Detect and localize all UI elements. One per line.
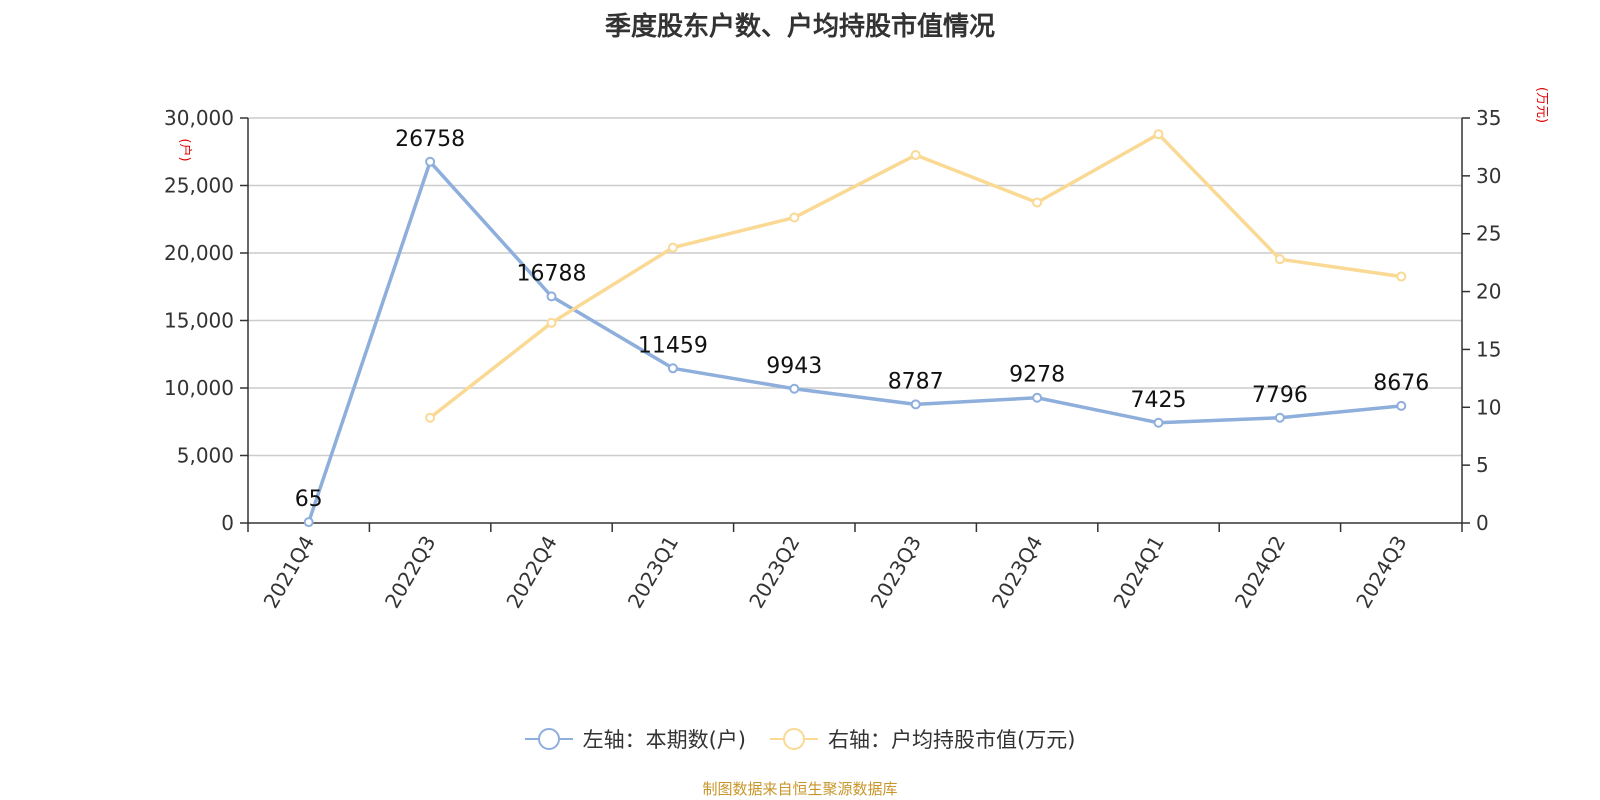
chart-canvas: 0 5,000 10,000 15,000 20,000 25,000 30,000 0 5 10… xyxy=(164,87,1549,613)
data-label: 7425 xyxy=(1131,388,1187,413)
data-point-left xyxy=(1153,417,1164,428)
right-tick-label: 20 xyxy=(1476,280,1501,304)
right-axis-unit: (万元) xyxy=(1534,87,1549,123)
data-label: 65 xyxy=(295,487,323,512)
data-point-left xyxy=(425,156,436,167)
data-label: 8787 xyxy=(888,369,944,394)
legend-marker-left-icon xyxy=(524,728,573,750)
data-point-left xyxy=(789,383,800,394)
x-tick-label: 2023Q4 xyxy=(987,532,1047,613)
right-tick-label: 30 xyxy=(1476,164,1501,188)
x-tick-label: 2024Q1 xyxy=(1108,532,1168,613)
data-label: 9943 xyxy=(766,354,822,379)
right-tick-label: 15 xyxy=(1476,337,1501,361)
x-tick-label: 2023Q3 xyxy=(866,532,926,613)
data-point-left xyxy=(1032,392,1043,403)
left-tick-label: 15,000 xyxy=(164,309,234,333)
data-point-right xyxy=(425,412,436,423)
data-point-left xyxy=(303,517,314,528)
source-note: 制图数据来自恒生聚源数据库 xyxy=(702,780,898,798)
data-point-left xyxy=(667,363,678,374)
data-point-right xyxy=(546,317,557,328)
legend-label-right: 右轴：户均持股市值(万元) xyxy=(828,728,1076,752)
x-tick-label: 2023Q2 xyxy=(744,532,804,613)
data-label: 16788 xyxy=(517,261,587,286)
legend-item-right[interactable]: 右轴：户均持股市值(万元) xyxy=(770,724,1075,754)
left-tick-label: 20,000 xyxy=(164,241,234,265)
data-point-right xyxy=(1274,254,1285,265)
data-point-right xyxy=(910,150,921,161)
data-point-right xyxy=(789,212,800,223)
right-tick-label: 35 xyxy=(1476,106,1501,130)
left-tick-label: 30,000 xyxy=(164,106,234,130)
right-tick-label: 10 xyxy=(1476,395,1501,419)
data-point-left xyxy=(1396,400,1407,411)
series-line-left xyxy=(307,160,1402,523)
x-tick-label: 2022Q3 xyxy=(380,532,440,613)
x-tick-label: 2024Q3 xyxy=(1351,532,1411,613)
legend: 左轴：本期数(户) 右轴：户均持股市值(万元) xyxy=(0,724,1600,754)
data-point-left xyxy=(1274,412,1285,423)
data-label: 9278 xyxy=(1009,363,1065,388)
right-tick-label: 0 xyxy=(1476,511,1489,535)
left-tick-label: 0 xyxy=(221,511,234,535)
x-tick-label: 2022Q4 xyxy=(501,532,561,613)
left-tick-label: 10,000 xyxy=(164,376,234,400)
x-tick-label: 2024Q2 xyxy=(1230,532,1290,613)
left-tick-label: 5,000 xyxy=(177,444,234,468)
x-tick-label: 2023Q1 xyxy=(623,532,683,613)
legend-label-left: 左轴：本期数(户) xyxy=(582,728,746,752)
data-label: 26758 xyxy=(395,127,465,152)
data-point-right xyxy=(1396,271,1407,282)
data-label: 11459 xyxy=(638,333,708,358)
data-point-left xyxy=(910,399,921,410)
right-tick-label: 25 xyxy=(1476,222,1501,246)
legend-item-left[interactable]: 左轴：本期数(户) xyxy=(524,724,746,754)
right-tick-label: 5 xyxy=(1476,453,1489,477)
data-point-right xyxy=(667,242,678,253)
legend-marker-right-icon xyxy=(770,728,818,750)
left-tick-label: 25,000 xyxy=(164,174,234,198)
data-point-right xyxy=(1153,129,1164,140)
chart-title: 季度股东户数、户均持股市值情况 xyxy=(604,12,995,42)
data-label: 8676 xyxy=(1373,371,1429,396)
x-tick-label: 2021Q4 xyxy=(259,532,319,613)
data-point-right xyxy=(1032,197,1043,208)
data-point-left xyxy=(546,291,557,302)
left-axis-unit: (户) xyxy=(177,138,193,161)
data-label: 7796 xyxy=(1252,383,1308,408)
